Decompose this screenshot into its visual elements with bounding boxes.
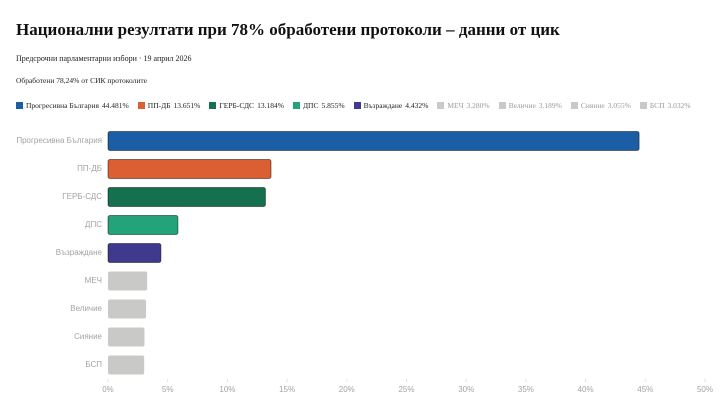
legend-item: Възраждане 4.432%: [353, 101, 429, 110]
legend-swatch: [292, 102, 300, 109]
legend-item: БСП 3.032%: [639, 101, 691, 110]
legend-label: ПП-ДБ: [147, 101, 171, 110]
legend-value: 4.432%: [405, 101, 429, 110]
bar: [107, 131, 640, 151]
legend-value: 3.055%: [607, 101, 631, 110]
legend-value: 5.855%: [321, 101, 345, 110]
y-tick-label: ГЕРБ-СДС: [62, 192, 102, 201]
legend-swatch: [16, 102, 23, 109]
legend-item: ПП-ДБ 13.651%: [137, 101, 201, 110]
legend-swatch: [137, 102, 145, 109]
legend-swatch: [209, 102, 217, 109]
subtitle: Предсрочни парламентарни избори · 19 апр…: [16, 54, 192, 63]
x-tick-label: 20%: [339, 385, 355, 394]
x-tick-label: 40%: [578, 385, 594, 394]
header: Национални резултати при 78% обработени …: [16, 20, 716, 85]
y-tick-label: Възраждане: [56, 248, 103, 257]
legend-label: МЕЧ: [447, 101, 464, 110]
bar: [108, 271, 148, 291]
x-tick-label: 10%: [219, 385, 235, 394]
legend-item: МЕЧ 3.280%: [437, 101, 490, 110]
chart-title: Национални резултати при 78% обработени …: [16, 20, 560, 39]
x-tick-label: 5%: [162, 385, 174, 394]
x-tick-label: 15%: [279, 385, 295, 394]
x-tick-label: 0%: [102, 385, 114, 394]
legend-label: Прогресивна България: [26, 101, 99, 110]
legend-item: Сияние 3.055%: [570, 101, 631, 110]
x-tick-label: 30%: [458, 385, 474, 394]
y-tick-label: ПП-ДБ: [77, 164, 102, 173]
x-tick-label: 45%: [637, 385, 653, 394]
legend-label: Възраждане: [363, 101, 403, 110]
y-tick-label: Прогресивна България: [16, 136, 102, 145]
legend-value: 44.481%: [101, 101, 129, 110]
legend-label: ДПС: [302, 101, 319, 110]
x-tick-label: 35%: [518, 385, 534, 394]
y-tick-label: МЕЧ: [85, 276, 102, 285]
bar: [107, 243, 162, 263]
x-tick-label: 50%: [697, 385, 713, 394]
legend-swatch: [570, 102, 578, 109]
legend-item: ДПС 5.855%: [292, 101, 345, 110]
legend-value: 3.189%: [538, 101, 562, 110]
legend-label: Сияние: [580, 101, 605, 110]
bar: [107, 187, 266, 207]
y-tick-label: ДПС: [85, 220, 102, 229]
bar: [108, 299, 147, 319]
legend: Прогресивна България 44.481% ПП-ДБ 13.651% Г…: [16, 101, 691, 110]
legend-label: ГЕРБ-СДС: [219, 101, 255, 110]
bar: [108, 355, 145, 375]
legend-item: Величие 3.189%: [498, 101, 562, 110]
x-tick-label: 25%: [398, 385, 414, 394]
legend-label: Величие: [508, 101, 536, 110]
legend-item: ГЕРБ-СДС 13.184%: [209, 101, 284, 110]
bar: [108, 327, 145, 347]
y-tick-label: Сияние: [74, 332, 102, 341]
legend-value: 3.032%: [667, 101, 691, 110]
legend-value: 3.280%: [466, 101, 490, 110]
bar: [107, 159, 272, 179]
note: Обработени 78,24% от СИК протоколите: [16, 76, 148, 85]
legend-item: Прогресивна България 44.481%: [16, 101, 129, 110]
bar: [107, 215, 179, 235]
legend-swatch: [437, 102, 445, 109]
legend-swatch: [353, 102, 361, 109]
legend-value: 13.184%: [257, 101, 284, 110]
legend-value: 13.651%: [173, 101, 201, 110]
y-tick-label: Величие: [70, 304, 102, 313]
legend-label: БСП: [649, 101, 665, 110]
legend-swatch: [498, 102, 506, 109]
y-tick-label: БСП: [85, 360, 102, 369]
legend-swatch: [639, 102, 647, 109]
